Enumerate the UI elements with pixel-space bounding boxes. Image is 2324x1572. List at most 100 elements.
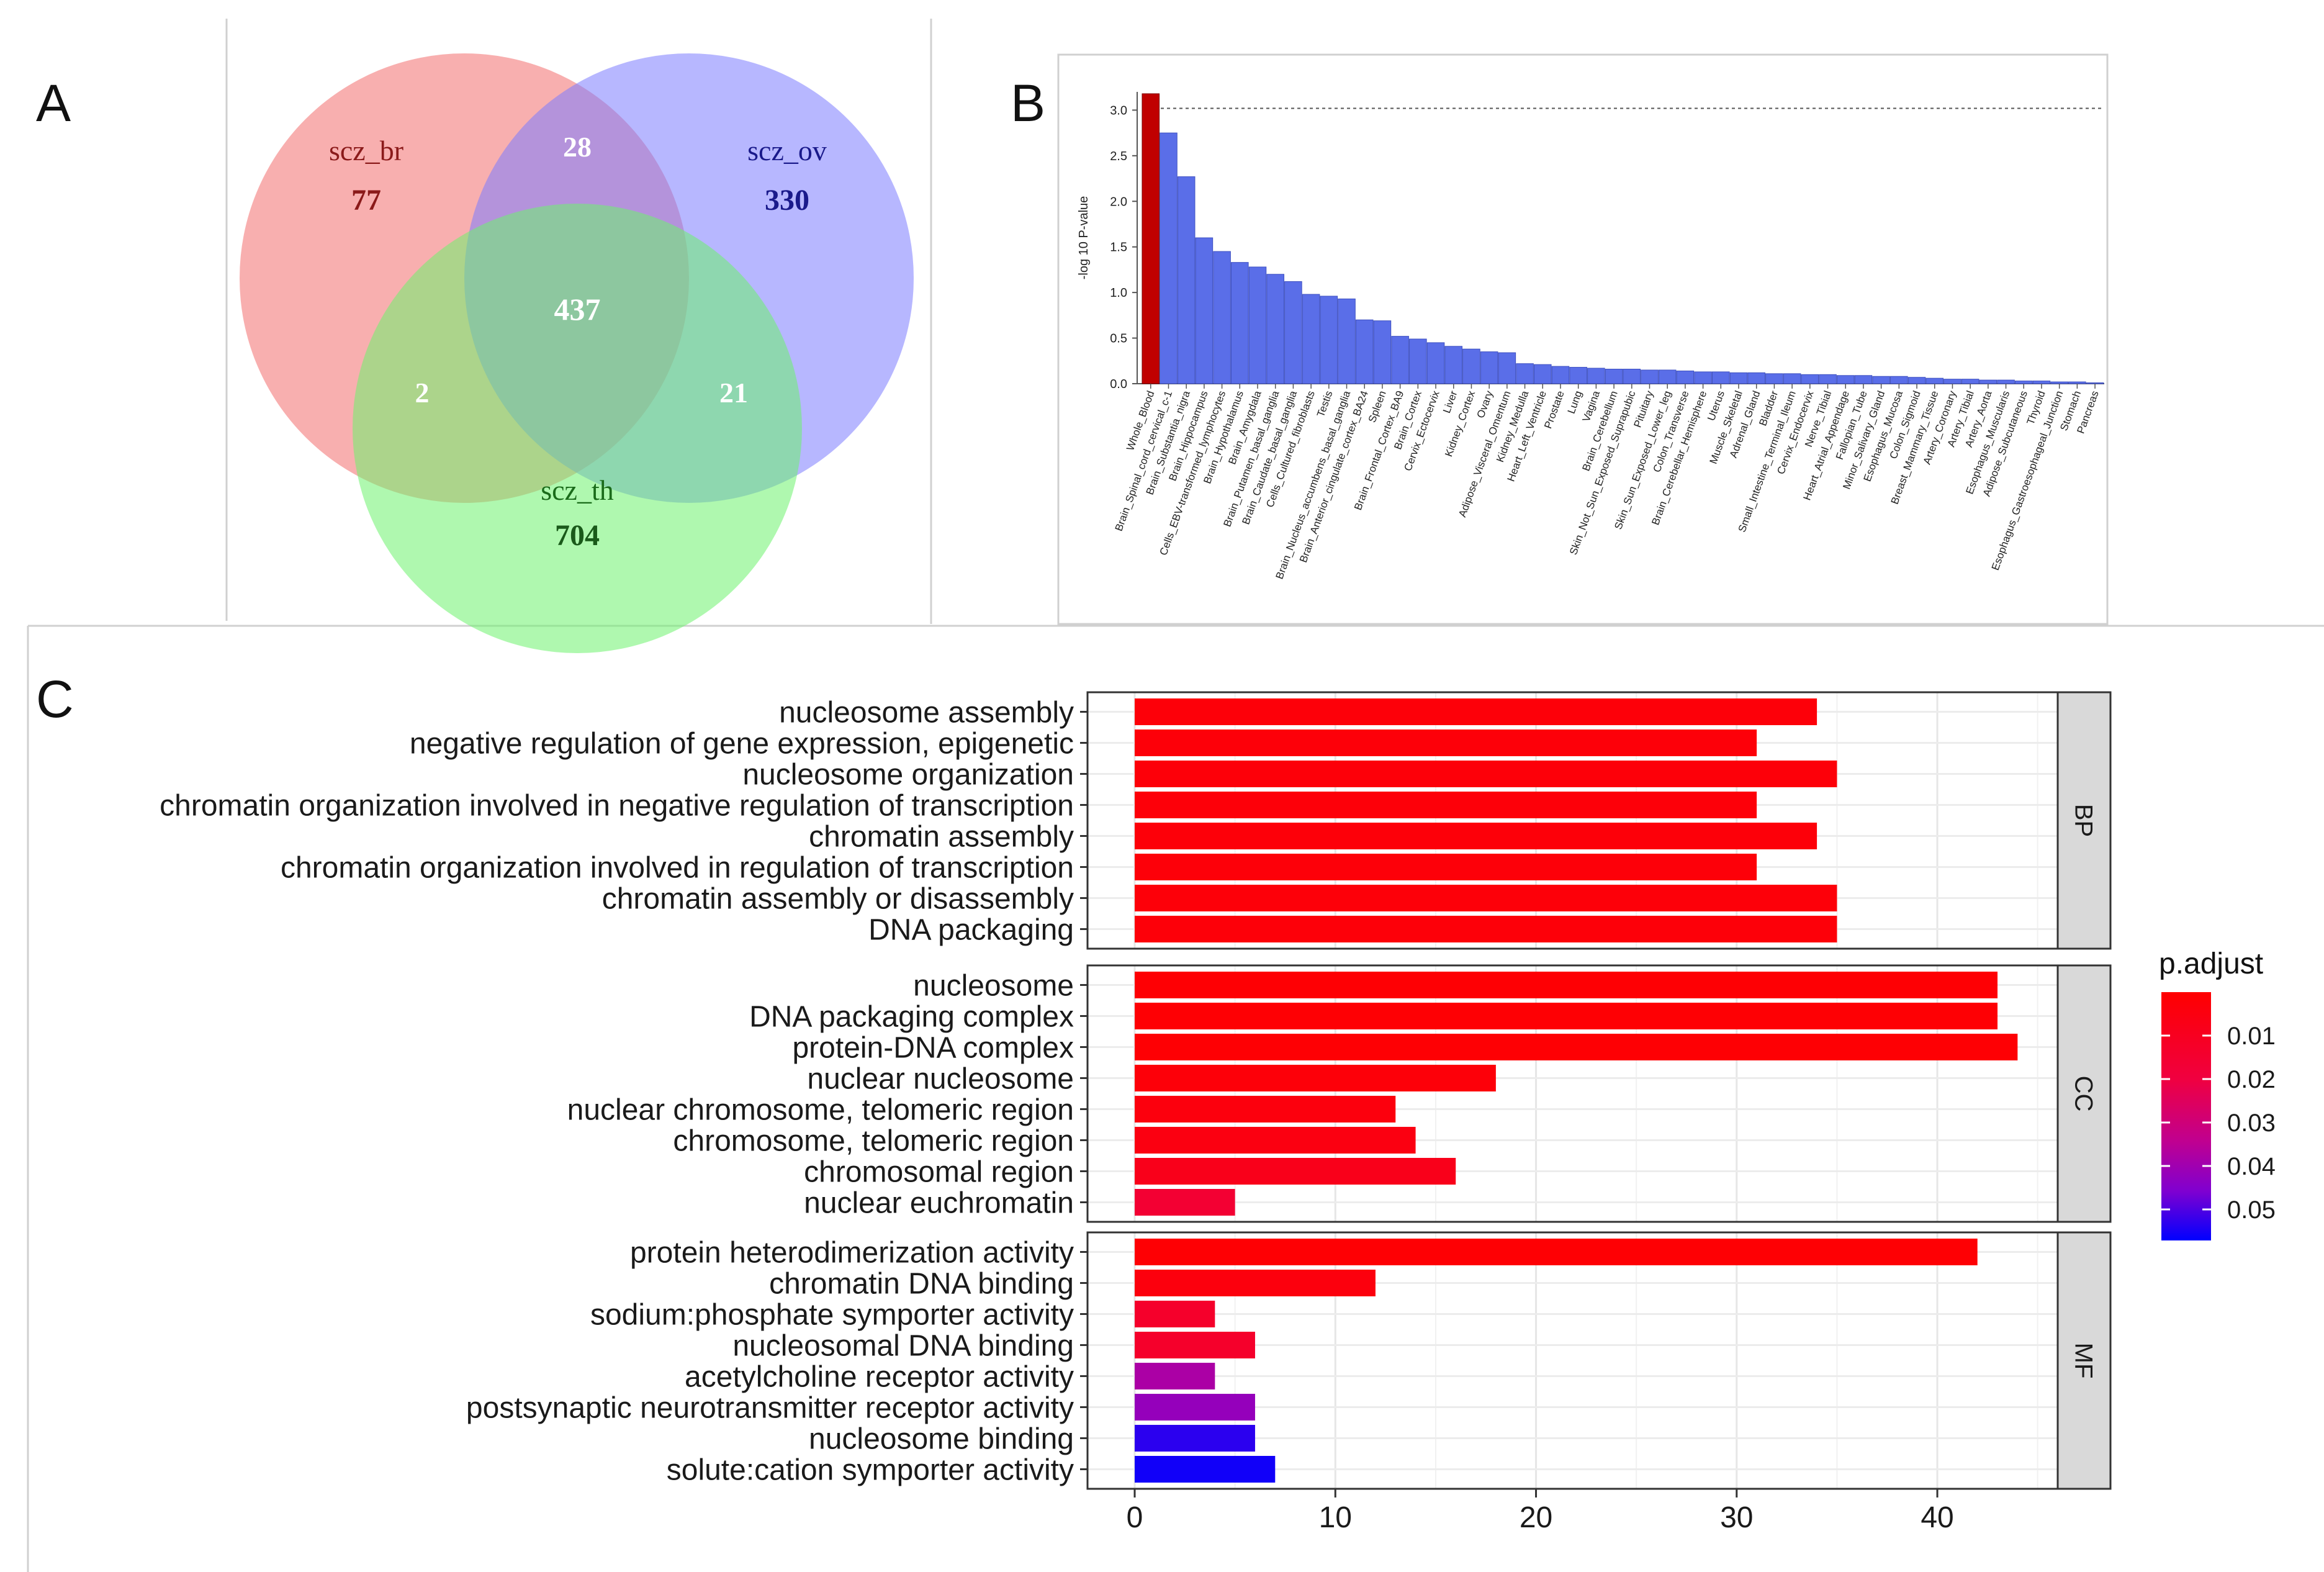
x-tick-label: 10	[1319, 1501, 1352, 1534]
b-bar	[1997, 379, 2015, 384]
facet-strip-label: CC	[2070, 1076, 2097, 1112]
b-bar	[1801, 374, 1819, 384]
go-bar	[1135, 1363, 1215, 1389]
go-term-label: solute:cation symporter activity	[667, 1454, 1074, 1487]
legend-tick-label: 0.01	[2227, 1023, 2276, 1050]
b-bar	[1480, 351, 1498, 384]
b-bar	[1765, 373, 1783, 384]
go-term-label: protein-DNA complex	[792, 1032, 1074, 1065]
b-bar	[1462, 348, 1480, 384]
b-bar	[1551, 366, 1570, 384]
venn-count-scz-th: 704	[555, 519, 600, 552]
go-term-label: acetylcholine receptor activity	[685, 1361, 1074, 1394]
panel-label-a: A	[36, 74, 71, 132]
b-x-tick-label: Testis	[1315, 389, 1335, 418]
facet-strip	[2056, 964, 2112, 1223]
venn-circle-scz-th	[353, 204, 802, 653]
b-bar	[1248, 266, 1267, 384]
b-bar	[1747, 372, 1765, 384]
go-bar	[1135, 1158, 1456, 1185]
b-bar	[1890, 376, 1908, 384]
b-bar	[1142, 93, 1160, 384]
go-bar	[1135, 1301, 1215, 1327]
b-bar	[1160, 132, 1178, 384]
b-bar	[1676, 370, 1695, 384]
b-y-tick-label: 2.0	[1110, 195, 1127, 209]
b-bar	[1177, 176, 1196, 384]
panel-label-c: C	[36, 670, 74, 728]
b-bar	[2068, 381, 2086, 384]
go-bar	[1135, 885, 1837, 911]
b-y-tick-label: 3.0	[1110, 104, 1127, 117]
venn-diagram: scz_br 77 scz_ov 330 scz_th 704 28 2 21 …	[240, 53, 914, 653]
b-x-tick-label: Liver	[1441, 389, 1460, 415]
b-x-tick-label: Lung	[1565, 389, 1585, 415]
b-bar	[1391, 336, 1409, 384]
b-bar	[1961, 379, 1979, 384]
facet-mf: protein heterodimerization activitychrom…	[466, 1231, 2112, 1490]
legend-tick-label: 0.05	[2227, 1196, 2276, 1224]
b-y-tick-label: 2.5	[1110, 150, 1127, 163]
go-bar	[1135, 1034, 2018, 1060]
go-bar	[1135, 761, 1837, 787]
b-bar	[1641, 369, 1659, 384]
legend-colorbar	[2161, 992, 2211, 1240]
legend-tick-label: 0.03	[2227, 1109, 2276, 1137]
b-bar	[1907, 377, 1926, 384]
venn-count-scz-br: 77	[351, 184, 381, 217]
b-bar	[2014, 381, 2033, 384]
venn-count-ov-th: 21	[719, 377, 748, 409]
legend-tick-label: 0.02	[2227, 1066, 2276, 1093]
go-bar	[1135, 916, 1837, 942]
go-term-label: protein heterodimerization activity	[630, 1237, 1074, 1270]
go-bar	[1135, 698, 1817, 725]
go-term-label: chromatin organization involved in negat…	[160, 790, 1074, 823]
venn-label-scz-br: scz_br	[329, 135, 403, 166]
go-term-label: nuclear nucleosome	[807, 1063, 1074, 1096]
b-bar	[1284, 281, 1302, 384]
venn-label-scz-th: scz_th	[541, 474, 614, 506]
tissue-enrichment-chart: 0.00.51.01.52.02.53.0-log 10 P-valueWhol…	[1077, 92, 2104, 580]
legend-title: p.adjust	[2159, 947, 2263, 980]
b-bar	[1623, 369, 1641, 384]
panel-label-b: B	[1011, 74, 1045, 132]
venn-count-br-th: 2	[415, 377, 430, 409]
b-bar	[1195, 237, 1214, 384]
b-bar	[1836, 375, 1855, 384]
b-y-tick-label: 1.0	[1110, 286, 1127, 300]
x-tick-label: 0	[1127, 1501, 1143, 1534]
b-bar	[1783, 373, 1801, 384]
b-bar	[1409, 338, 1427, 384]
b-bar	[1925, 377, 1944, 384]
go-bar	[1135, 730, 1757, 756]
go-term-label: nucleosome binding	[809, 1423, 1074, 1456]
go-bar	[1135, 1003, 1998, 1029]
b-bar	[1426, 342, 1445, 384]
b-bar	[1872, 376, 1890, 384]
x-tick-label: 20	[1520, 1501, 1552, 1534]
facet-strip	[2056, 691, 2112, 950]
venn-count-br-ov: 28	[563, 131, 592, 163]
venn-count-all: 437	[554, 292, 601, 327]
b-bar	[1854, 375, 1873, 384]
legend-tick-label: 0.04	[2227, 1153, 2276, 1180]
go-bar	[1135, 1189, 1235, 1216]
b-bar	[1266, 274, 1284, 384]
b-bar	[1320, 296, 1338, 384]
b-bar	[1213, 251, 1231, 384]
b-bar	[1694, 371, 1712, 384]
go-term-label: nucleosome assembly	[779, 697, 1074, 730]
go-bar	[1135, 972, 1998, 998]
b-bar	[1516, 363, 1534, 384]
b-bar	[2086, 382, 2104, 384]
b-bar	[1943, 379, 1961, 384]
go-term-label: chromatin assembly	[809, 821, 1074, 854]
go-bar	[1135, 1425, 1255, 1452]
go-bar	[1135, 854, 1757, 880]
b-bar	[2050, 381, 2068, 384]
b-bar	[1712, 371, 1730, 384]
